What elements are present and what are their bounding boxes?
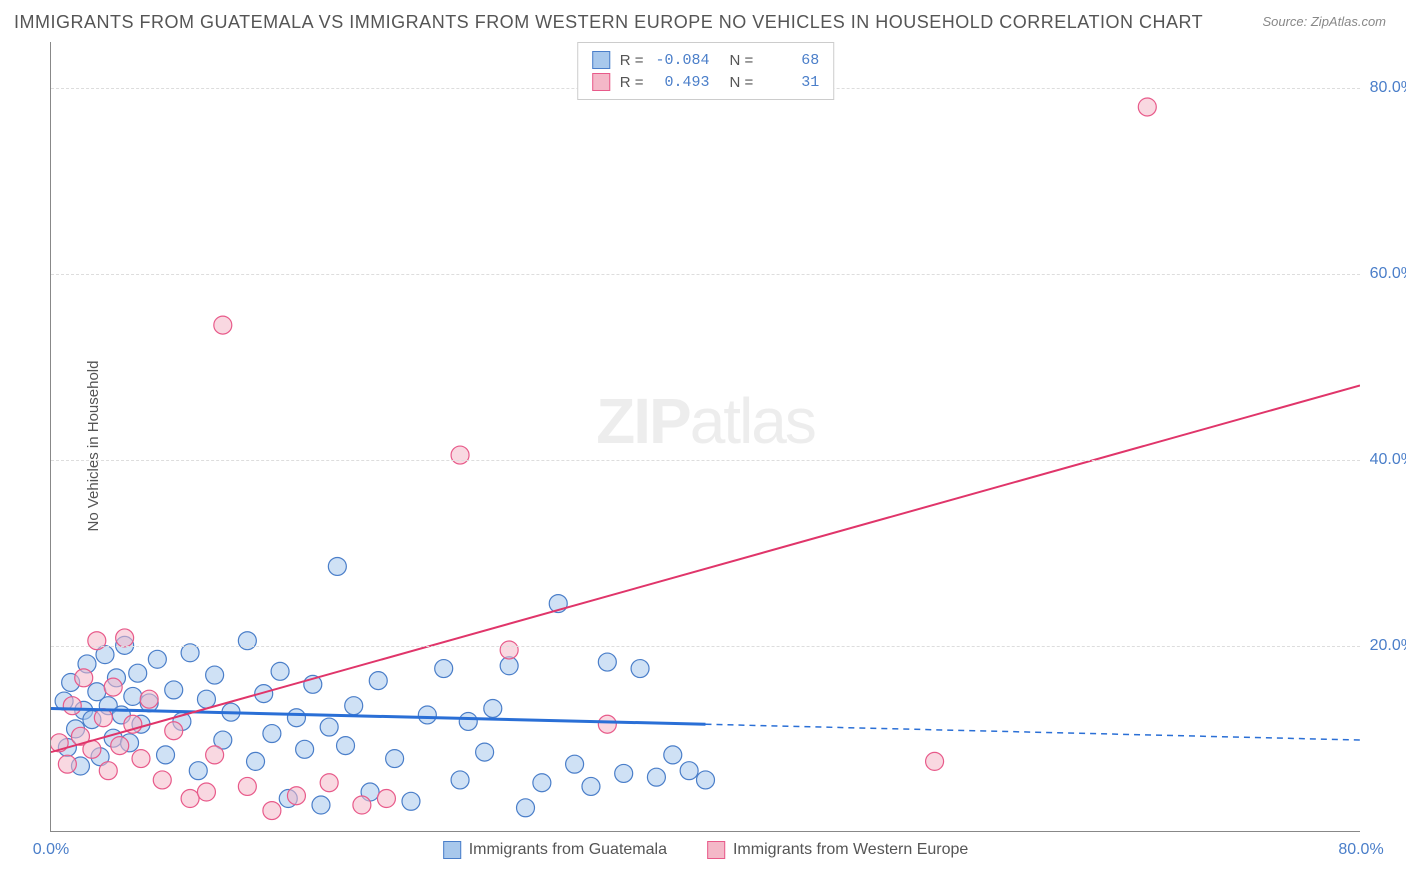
legend-row-guatemala: R = -0.084 N = 68 (592, 49, 820, 71)
legend-item-western-europe: Immigrants from Western Europe (707, 841, 968, 859)
swatch-western-europe (592, 73, 610, 91)
swatch-guatemala-icon (443, 841, 461, 859)
y-tick-label: 80.0% (1370, 79, 1406, 97)
legend-item-guatemala: Immigrants from Guatemala (443, 841, 667, 859)
x-tick-label: 80.0% (1338, 841, 1383, 859)
series-legend: Immigrants from Guatemala Immigrants fro… (443, 841, 969, 859)
y-tick-label: 40.0% (1370, 451, 1406, 469)
correlation-legend: R = -0.084 N = 68 R = 0.493 N = 31 (577, 42, 835, 100)
source-label: Source: ZipAtlas.com (1262, 14, 1386, 29)
plot-area: ZIPatlas R = -0.084 N = 68 R = 0.493 N =… (50, 42, 1360, 832)
y-tick-label: 60.0% (1370, 265, 1406, 283)
y-tick-label: 20.0% (1370, 637, 1406, 655)
scatter-svg (51, 42, 1360, 831)
swatch-guatemala (592, 51, 610, 69)
swatch-western-europe-icon (707, 841, 725, 859)
x-tick-label: 0.0% (33, 841, 69, 859)
correlation-chart: IMMIGRANTS FROM GUATEMALA VS IMMIGRANTS … (0, 0, 1406, 892)
legend-row-western-europe: R = 0.493 N = 31 (592, 71, 820, 93)
chart-title: IMMIGRANTS FROM GUATEMALA VS IMMIGRANTS … (14, 12, 1203, 33)
